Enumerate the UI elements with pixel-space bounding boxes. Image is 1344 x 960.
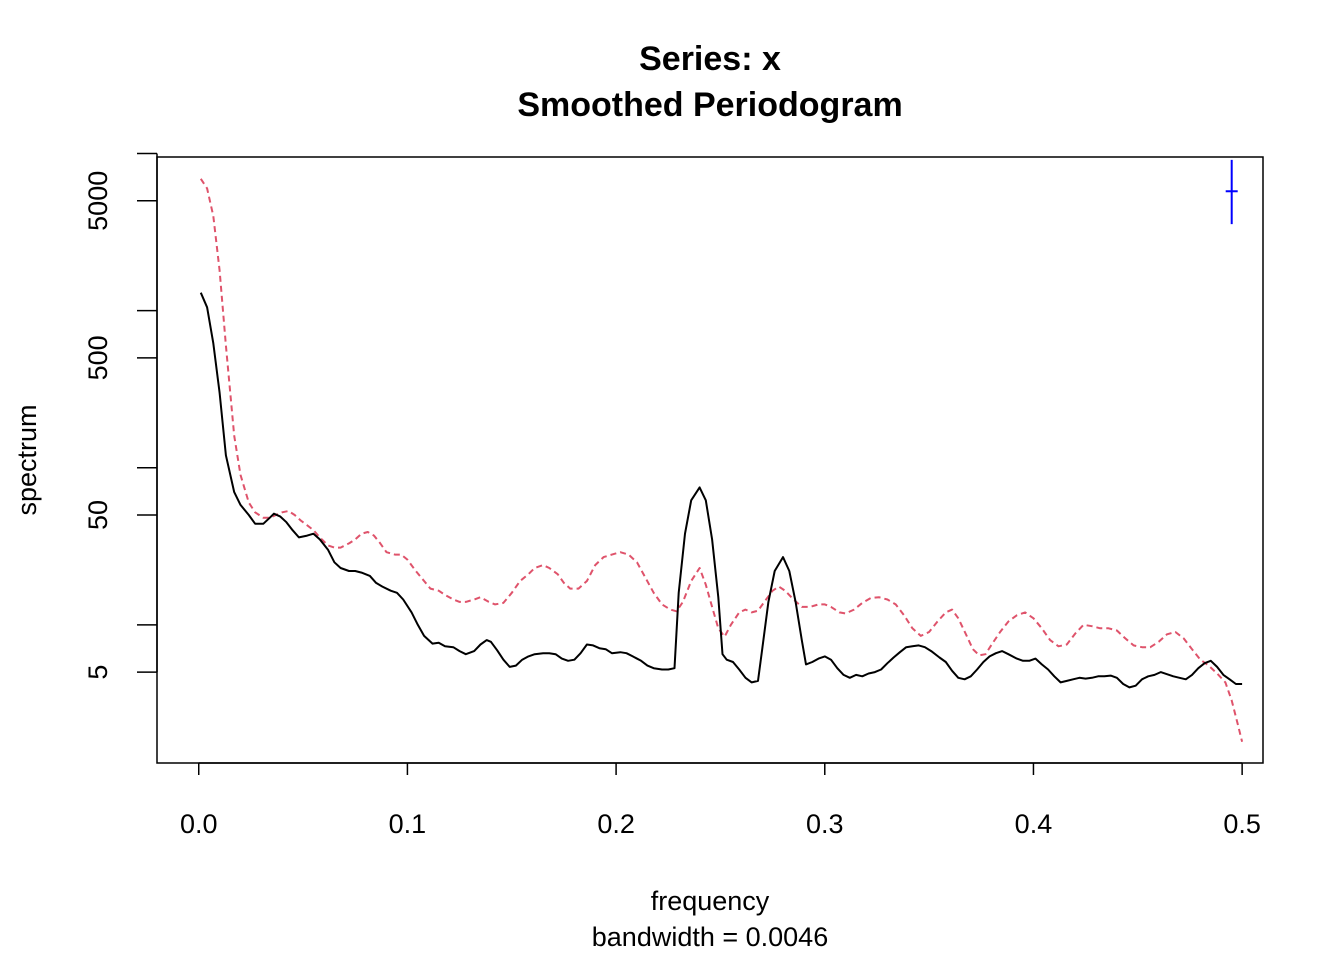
series-layer	[199, 178, 1244, 743]
dashed-spectrum-line	[199, 178, 1244, 743]
x-tick-label: 0.2	[597, 809, 635, 839]
y-tick-label: 5000	[83, 171, 113, 231]
chart-subtitle: Smoothed Periodogram	[517, 86, 902, 124]
plot-frame	[156, 156, 1264, 764]
x-tick-label: 0.3	[806, 809, 844, 839]
y-tick-label: 500	[83, 335, 113, 380]
y-tick-label: 5	[83, 665, 113, 680]
plot-border	[156, 156, 1264, 764]
x-tick-label: 0.0	[180, 809, 218, 839]
bandwidth-label: bandwidth = 0.0046	[592, 922, 828, 952]
solid-spectrum-line	[199, 292, 1243, 689]
x-axis: 0.0 0.1 0.2 0.3 0.4 0.5	[180, 762, 1261, 839]
confidence-bar	[1225, 159, 1238, 225]
y-tick-label: 50	[83, 500, 113, 530]
x-axis-label: frequency	[651, 886, 770, 916]
x-tick-label: 0.1	[389, 809, 427, 839]
x-tick-label: 0.4	[1015, 809, 1053, 839]
chart-title: Series: x	[639, 40, 781, 78]
y-axis: 5 50 500 5000	[83, 152, 158, 680]
x-tick-label: 0.5	[1223, 809, 1261, 839]
y-axis-label: spectrum	[12, 404, 42, 515]
